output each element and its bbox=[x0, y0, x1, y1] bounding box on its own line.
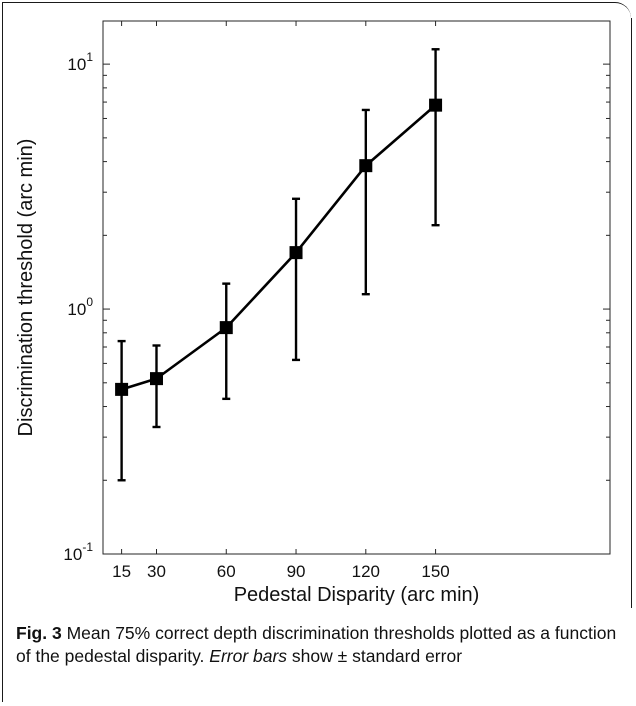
error-bars bbox=[117, 48, 440, 482]
x-tick-label: 15 bbox=[112, 562, 131, 581]
figure-caption: Fig. 3 Mean 75% correct depth discrimina… bbox=[16, 622, 620, 668]
y-tick-label: 10-1 bbox=[63, 540, 93, 564]
data-point-marker bbox=[289, 246, 303, 260]
y-axis-label: Discrimination threshold (arc min) bbox=[15, 139, 37, 437]
data-point-marker bbox=[115, 382, 129, 396]
caption-text-end: show ± standard error bbox=[287, 646, 463, 666]
data-point-marker bbox=[149, 372, 163, 386]
series-line-group bbox=[121, 104, 437, 391]
caption-italic: Error bars bbox=[209, 646, 288, 666]
figure-frame-right-edge bbox=[631, 18, 632, 608]
x-axis-label: Pedestal Disparity (arc min) bbox=[234, 584, 480, 606]
markers bbox=[115, 98, 443, 396]
caption-label: Fig. 3 bbox=[16, 623, 62, 643]
y-tick-label: 100 bbox=[67, 295, 93, 319]
data-point-marker bbox=[429, 98, 443, 112]
axes bbox=[102, 20, 611, 555]
x-tick-label: 30 bbox=[147, 562, 166, 581]
data-point-marker bbox=[359, 159, 373, 173]
caption-text: Mean 75% correct depth discrimination th… bbox=[16, 623, 617, 666]
y-tick-label: 101 bbox=[67, 50, 93, 74]
x-tick-label: 120 bbox=[352, 562, 380, 581]
tick-labels: 15 30 60 90 120 150 10-1 100 101 bbox=[63, 50, 449, 581]
x-tick-label: 60 bbox=[217, 562, 236, 581]
series-line bbox=[121, 104, 437, 391]
data-point-marker bbox=[219, 321, 233, 335]
chart: 15 30 60 90 120 150 10-1 100 101 Pedestal Dispar… bbox=[15, 20, 611, 606]
x-tick-label: 90 bbox=[287, 562, 306, 581]
x-tick-label: 150 bbox=[421, 562, 449, 581]
plot-area-border bbox=[102, 20, 611, 555]
